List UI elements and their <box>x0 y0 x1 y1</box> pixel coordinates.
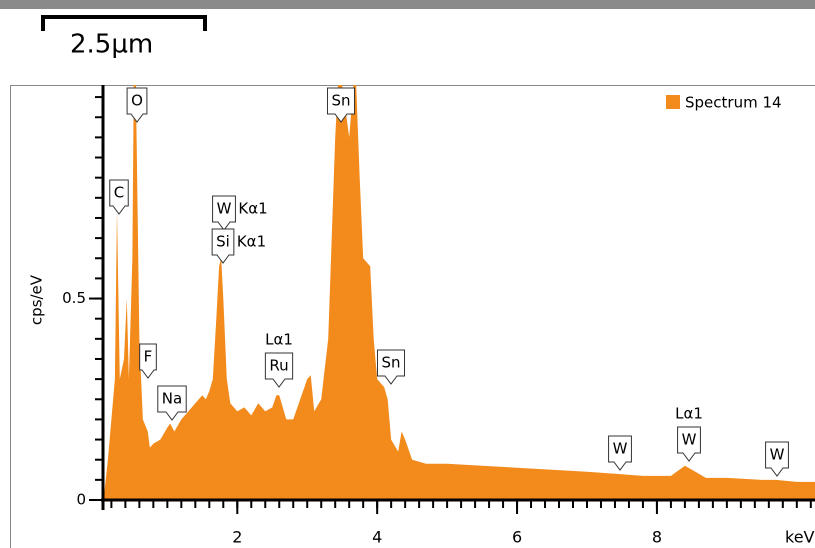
peak-label: W <box>682 431 697 449</box>
peak-callout: F <box>140 344 157 378</box>
legend-swatch <box>666 95 680 109</box>
x-tick-label: 4 <box>372 528 382 547</box>
peak-label: Si <box>216 233 230 251</box>
peak-callout: W <box>766 442 789 476</box>
peak-callout: Ru Lα1 <box>265 331 293 388</box>
x-axis-label: keV <box>785 528 815 547</box>
y-tick-label: 0 <box>76 491 86 509</box>
peak-label: F <box>144 348 153 366</box>
peak-callout: Na <box>158 386 186 420</box>
peak-label: Na <box>162 390 182 408</box>
line-label: Lα1 <box>675 405 703 423</box>
x-tick-label: 6 <box>512 528 522 547</box>
line-label: Lα1 <box>265 331 293 349</box>
x-tick-label: 8 <box>652 528 662 547</box>
y-tick-label: 0.5 <box>62 289 86 307</box>
peak-label: W <box>613 440 628 458</box>
peak-label: Sn <box>331 92 350 110</box>
line-label: Kα1 <box>237 233 266 251</box>
peak-callout: O <box>127 88 147 122</box>
peak-label: Sn <box>381 354 400 372</box>
peak-label: Ru <box>269 357 288 375</box>
legend-label: Spectrum 14 <box>685 94 782 112</box>
spectrum-area <box>104 85 815 500</box>
page: 2.5µm cps/eV 0 0.5 2 4 6 8 keV Spectrum 14 O C Sn W… <box>0 0 815 548</box>
screen: 2.5µm cps/eV 0 0.5 2 4 6 8 keV Spectrum 14 O C Sn W… <box>0 0 815 548</box>
peak-callout: W Kα1 <box>213 196 268 230</box>
peak-label: O <box>131 92 143 110</box>
x-tick-label: 2 <box>232 528 242 547</box>
line-label: Kα1 <box>238 200 267 218</box>
peak-label: W <box>217 200 232 218</box>
peak-callout: W Lα1 <box>675 405 703 462</box>
peak-label: C <box>114 184 124 202</box>
y-axis-label: cps/eV <box>28 274 46 325</box>
peak-label: W <box>770 446 785 464</box>
peak-callout: Sn <box>327 88 354 122</box>
peak-callout: Si Kα1 <box>212 229 266 263</box>
peak-callout: W <box>609 436 632 470</box>
image-strip <box>0 0 815 9</box>
scale-bar-label: 2.5µm <box>70 30 153 60</box>
peak-callout: Sn <box>377 350 404 384</box>
peak-callout: C <box>110 180 128 214</box>
